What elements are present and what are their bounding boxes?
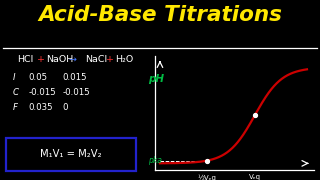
Text: -0.015: -0.015 — [29, 88, 57, 97]
Text: -0.015: -0.015 — [62, 88, 90, 97]
Text: →: → — [69, 55, 77, 64]
Text: C: C — [13, 88, 19, 97]
Text: 0.035: 0.035 — [29, 103, 53, 112]
Text: NaOH: NaOH — [46, 55, 74, 64]
Text: ½Vₑq: ½Vₑq — [198, 174, 217, 180]
Text: +: + — [37, 55, 45, 64]
Text: F: F — [13, 103, 18, 112]
Text: Vₑq: Vₑq — [249, 174, 261, 180]
Text: Acid-Base Titrations: Acid-Base Titrations — [38, 5, 282, 25]
Text: 0.05: 0.05 — [29, 73, 48, 82]
Text: pka: pka — [148, 156, 162, 165]
Text: H₂O: H₂O — [115, 55, 133, 64]
Text: pH: pH — [148, 74, 164, 84]
Text: 0.015: 0.015 — [62, 73, 87, 82]
Text: I: I — [13, 73, 15, 82]
Text: HCl: HCl — [18, 55, 34, 64]
Text: M₁V₁ = M₂V₂: M₁V₁ = M₂V₂ — [40, 149, 102, 159]
Text: 0: 0 — [62, 103, 68, 112]
Text: NaCl: NaCl — [85, 55, 107, 64]
Text: +: + — [106, 55, 114, 64]
